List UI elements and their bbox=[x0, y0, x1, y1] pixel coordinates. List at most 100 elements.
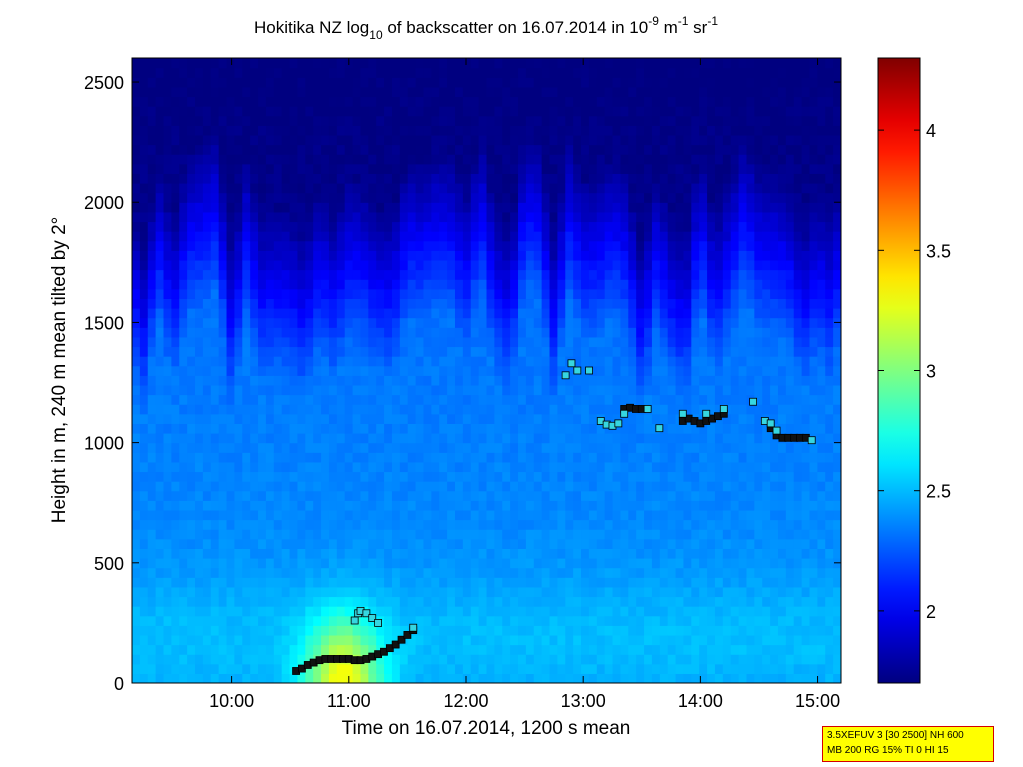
heatmap-cell bbox=[423, 558, 432, 569]
heatmap-cell bbox=[210, 375, 220, 386]
heatmap-cell bbox=[258, 221, 267, 232]
heatmap-cell bbox=[675, 192, 685, 203]
heatmap-cell bbox=[628, 317, 637, 328]
heatmap-cell bbox=[250, 221, 259, 232]
heatmap-cell bbox=[565, 96, 574, 107]
heatmap-cell bbox=[352, 58, 362, 69]
heatmap-cell bbox=[336, 202, 346, 213]
heatmap-cell bbox=[525, 231, 535, 242]
heatmap-cell bbox=[305, 509, 314, 521]
heatmap-cell bbox=[454, 519, 464, 530]
heatmap-cell bbox=[620, 394, 629, 405]
heatmap-cell bbox=[289, 308, 299, 319]
heatmap-cell bbox=[352, 192, 362, 203]
heatmap-cell bbox=[691, 192, 700, 203]
heatmap-cell bbox=[502, 548, 511, 559]
heatmap-cell bbox=[714, 134, 724, 146]
heatmap-cell bbox=[620, 154, 629, 165]
heatmap-cell bbox=[321, 577, 330, 588]
heatmap-cell bbox=[313, 202, 322, 213]
heatmap-cell bbox=[454, 529, 464, 540]
heatmap-cell bbox=[439, 673, 448, 683]
heatmap-cell bbox=[730, 375, 740, 386]
heatmap-cell bbox=[360, 202, 369, 213]
heatmap-cell bbox=[391, 577, 401, 588]
heatmap-cell bbox=[462, 336, 472, 348]
heatmap-cell bbox=[376, 125, 385, 136]
heatmap-cell bbox=[171, 115, 180, 126]
heatmap-cell bbox=[636, 115, 645, 126]
heatmap-cell bbox=[714, 673, 724, 683]
heatmap-cell bbox=[565, 231, 574, 242]
heatmap-cell bbox=[242, 433, 251, 444]
heatmap-cell bbox=[163, 625, 172, 636]
heatmap-cell bbox=[636, 558, 645, 569]
heatmap-cell bbox=[265, 538, 275, 549]
heatmap-cell bbox=[494, 481, 503, 492]
heatmap-cell bbox=[368, 606, 377, 617]
heatmap-cell bbox=[510, 58, 519, 69]
heatmap-cell bbox=[683, 77, 692, 88]
heatmap-cell bbox=[210, 288, 220, 299]
heatmap-cell bbox=[541, 356, 551, 367]
heatmap-cell bbox=[494, 538, 503, 549]
heatmap-cell bbox=[328, 586, 338, 598]
heatmap-cell bbox=[195, 250, 204, 261]
heatmap-cell bbox=[297, 308, 306, 319]
heatmap-cell bbox=[281, 96, 291, 107]
heatmap-cell bbox=[439, 442, 448, 453]
heatmap-cell bbox=[187, 288, 196, 299]
heatmap-cell bbox=[163, 519, 172, 530]
heatmap-cell bbox=[258, 538, 267, 549]
heatmap-cell bbox=[675, 250, 685, 261]
heatmap-cell bbox=[218, 375, 228, 386]
heatmap-cell bbox=[620, 250, 629, 261]
heatmap-cell bbox=[675, 663, 685, 674]
heatmap-cell bbox=[683, 327, 692, 338]
heatmap-cell bbox=[651, 125, 661, 136]
heatmap-cell bbox=[699, 192, 708, 203]
heatmap-cell bbox=[352, 577, 362, 588]
heatmap-cell bbox=[699, 221, 708, 232]
heatmap-cell bbox=[502, 259, 511, 271]
heatmap-cell bbox=[289, 442, 299, 453]
heatmap-cell bbox=[494, 634, 503, 646]
heatmap-cell bbox=[651, 471, 661, 482]
heatmap-cell bbox=[683, 394, 692, 405]
heatmap-cell bbox=[549, 125, 558, 136]
heatmap-cell bbox=[636, 183, 645, 194]
heatmap-cell bbox=[297, 250, 306, 261]
heatmap-cell bbox=[273, 327, 283, 338]
heatmap-cell bbox=[234, 240, 243, 251]
heatmap-cell bbox=[163, 106, 172, 117]
heatmap-cell bbox=[651, 509, 661, 521]
heatmap-cell bbox=[573, 317, 582, 328]
heatmap-cell bbox=[431, 298, 440, 309]
heatmap-cell bbox=[234, 654, 243, 665]
heatmap-cell bbox=[541, 442, 551, 453]
heatmap-cell bbox=[415, 481, 425, 492]
heatmap-cell bbox=[651, 375, 661, 386]
heatmap-cell bbox=[596, 279, 606, 290]
heatmap-cell bbox=[447, 327, 456, 338]
heatmap-cell bbox=[470, 259, 480, 271]
heatmap-cell bbox=[714, 154, 724, 165]
heatmap-cell bbox=[384, 115, 393, 126]
heatmap-cell bbox=[171, 558, 180, 569]
heatmap-cell bbox=[533, 663, 543, 674]
heatmap-cell bbox=[218, 125, 228, 136]
heatmap-cell bbox=[612, 173, 622, 184]
heatmap-cell bbox=[604, 231, 614, 242]
heatmap-cell bbox=[321, 77, 330, 88]
heatmap-cell bbox=[171, 356, 180, 367]
heatmap-cell bbox=[265, 67, 275, 78]
heatmap-cell bbox=[415, 106, 425, 117]
heatmap-cell bbox=[581, 298, 590, 309]
heatmap-cell bbox=[273, 673, 283, 683]
heatmap-cell bbox=[368, 250, 377, 261]
heatmap-cell bbox=[273, 67, 283, 78]
heatmap-cell bbox=[360, 250, 369, 261]
heatmap-cell bbox=[604, 356, 614, 367]
heatmap-cell bbox=[431, 596, 440, 607]
heatmap-cell bbox=[250, 567, 259, 578]
